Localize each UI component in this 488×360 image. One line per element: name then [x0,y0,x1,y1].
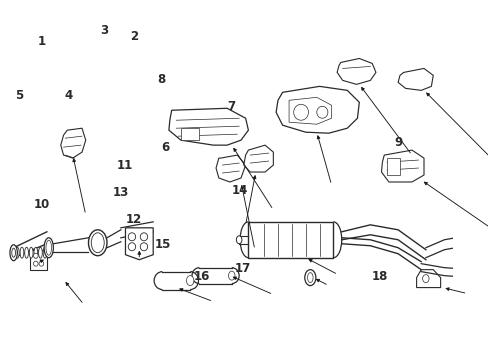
Ellipse shape [44,238,53,258]
Ellipse shape [422,275,428,283]
Polygon shape [288,97,331,124]
Ellipse shape [34,247,38,258]
Ellipse shape [39,247,42,258]
Polygon shape [181,128,199,140]
Text: 17: 17 [234,262,250,275]
Polygon shape [125,228,153,260]
Polygon shape [216,155,245,182]
Polygon shape [381,150,423,182]
Ellipse shape [186,276,193,285]
Ellipse shape [236,236,242,244]
Ellipse shape [20,247,24,258]
Ellipse shape [88,230,107,256]
Text: 7: 7 [226,100,235,113]
Polygon shape [61,128,85,158]
Ellipse shape [43,247,47,258]
Polygon shape [30,250,47,270]
Circle shape [128,233,135,241]
Ellipse shape [228,271,235,280]
Polygon shape [386,158,399,175]
Text: 18: 18 [371,270,388,283]
Text: 15: 15 [154,238,170,251]
Ellipse shape [16,247,19,258]
Ellipse shape [29,247,33,258]
Text: 3: 3 [101,24,108,37]
Text: 6: 6 [161,141,169,154]
Text: 8: 8 [157,73,165,86]
Polygon shape [336,58,375,84]
Circle shape [140,233,147,241]
Text: 13: 13 [112,186,128,199]
Text: 14: 14 [232,184,248,197]
Polygon shape [276,86,359,133]
Polygon shape [397,68,432,90]
Circle shape [140,243,147,251]
Ellipse shape [10,245,17,261]
Circle shape [34,261,38,266]
Polygon shape [248,222,333,258]
Circle shape [34,253,38,258]
Circle shape [128,243,135,251]
Text: 16: 16 [193,270,209,283]
Text: 5: 5 [15,89,23,102]
Circle shape [293,104,308,120]
Ellipse shape [307,273,312,283]
Circle shape [316,106,327,118]
Circle shape [39,261,43,266]
Text: 12: 12 [125,213,142,226]
Text: 4: 4 [64,89,72,102]
Text: 11: 11 [117,159,133,172]
Text: 9: 9 [393,136,402,149]
Polygon shape [244,145,273,172]
Ellipse shape [25,247,28,258]
Ellipse shape [46,240,51,255]
Polygon shape [416,270,440,288]
Text: 1: 1 [37,35,45,49]
Polygon shape [168,108,248,145]
Ellipse shape [91,233,104,253]
Ellipse shape [12,248,16,257]
Text: 2: 2 [130,30,138,43]
Text: 10: 10 [34,198,50,211]
Ellipse shape [304,270,315,285]
